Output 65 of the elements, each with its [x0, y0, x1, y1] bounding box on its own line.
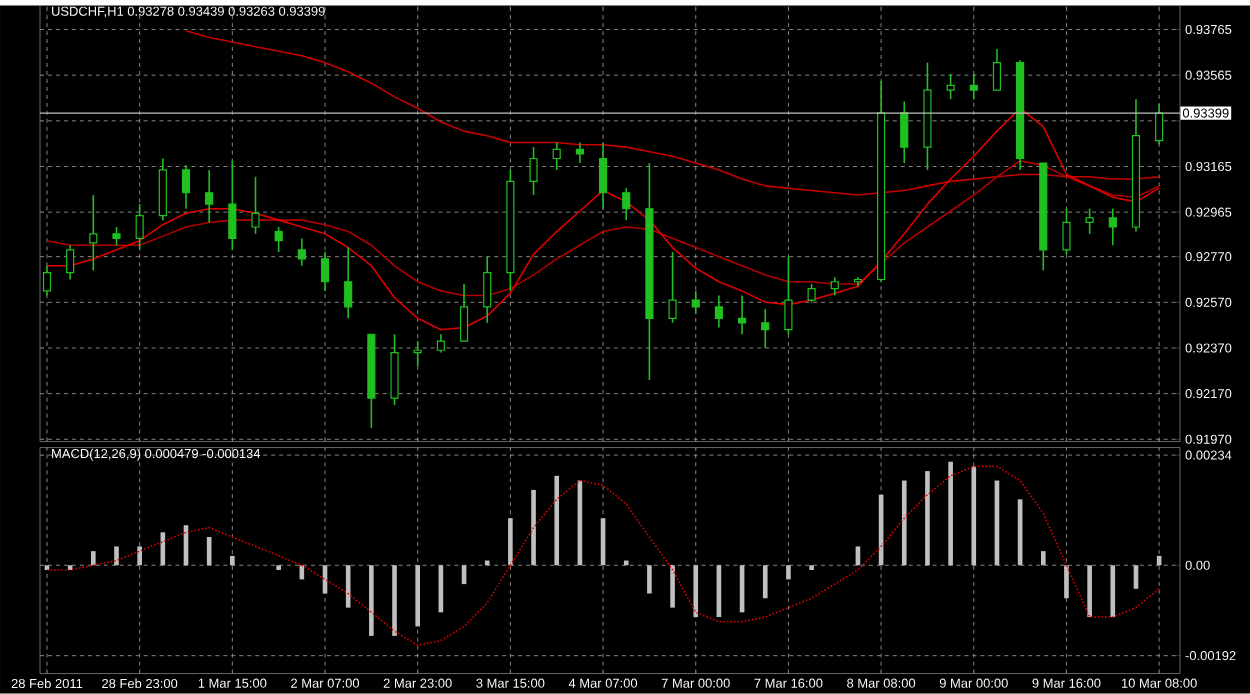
- bar: [1040, 550, 1046, 565]
- bar: [114, 546, 119, 565]
- candlestick: [1155, 102, 1164, 145]
- candlestick: [112, 225, 121, 246]
- candlestick: [992, 47, 1002, 91]
- bar: [415, 564, 421, 627]
- candlestick: [459, 282, 469, 342]
- candlestick: [900, 100, 909, 164]
- candlestick: [297, 237, 306, 267]
- bar: [137, 546, 142, 565]
- bar: [1087, 564, 1092, 617]
- candlestick: [158, 157, 167, 221]
- candlestick: [1108, 207, 1117, 246]
- candlestick: [529, 145, 538, 196]
- candlestick: [1085, 207, 1094, 235]
- candlestick: [274, 225, 283, 253]
- bar: [508, 517, 513, 565]
- candlestick: [390, 333, 399, 406]
- candlestick: [946, 72, 955, 100]
- candlestick: [1062, 207, 1071, 255]
- bar: [901, 480, 907, 565]
- candlestick: [181, 164, 191, 210]
- bar: [971, 466, 977, 565]
- candlestick: [320, 250, 330, 292]
- candlestick: [135, 202, 144, 251]
- bar: [1110, 564, 1116, 617]
- candlestick: [738, 294, 747, 335]
- bar: [1064, 564, 1069, 598]
- bar: [345, 564, 351, 608]
- candlestick: [228, 159, 237, 251]
- bar: [809, 564, 814, 570]
- candlestick: [598, 141, 608, 210]
- candlestick: [668, 250, 677, 324]
- candlestick: [575, 141, 584, 164]
- candlestick: [89, 193, 98, 271]
- bar: [786, 564, 791, 580]
- bar: [392, 564, 397, 636]
- candlestick: [205, 168, 214, 223]
- candlestick: [436, 333, 445, 353]
- bar: [948, 461, 953, 565]
- bar: [369, 564, 374, 636]
- bar: [230, 555, 235, 565]
- candlestick: [344, 246, 353, 319]
- bar: [925, 470, 930, 565]
- candlestick: [552, 141, 561, 171]
- bar: [276, 564, 281, 570]
- candlestick: [969, 72, 978, 100]
- candlestick: [807, 282, 816, 303]
- candlestick: [714, 294, 723, 328]
- bar: [531, 489, 536, 565]
- bar: [91, 550, 96, 565]
- bar: [554, 475, 560, 565]
- candlestick: [784, 255, 793, 335]
- candlestick: [66, 244, 75, 280]
- candlestick: [42, 264, 52, 296]
- candlestick: [622, 187, 631, 221]
- candlestick: [251, 175, 260, 235]
- candlestick: [483, 255, 492, 324]
- candlestick: [691, 289, 700, 315]
- bar: [693, 564, 699, 617]
- candlestick: [761, 307, 770, 349]
- candlestick: [830, 276, 839, 296]
- bar: [647, 564, 652, 594]
- bar: [670, 564, 675, 608]
- bar: [762, 564, 768, 598]
